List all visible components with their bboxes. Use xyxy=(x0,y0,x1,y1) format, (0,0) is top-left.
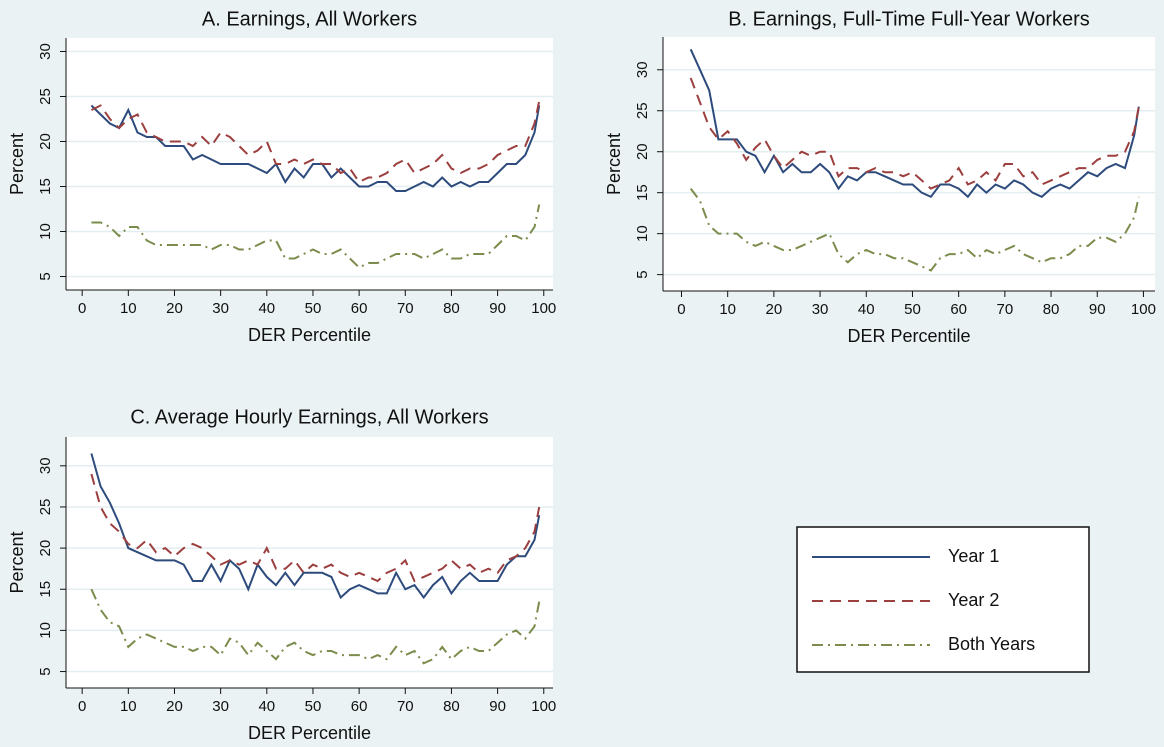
y-tick-label: 20 xyxy=(37,133,54,150)
y-axis-label: Percent xyxy=(7,133,27,195)
x-axis-label: DER Percentile xyxy=(248,325,371,345)
chart-title: C. Average Hourly Earnings, All Workers xyxy=(130,406,488,428)
x-tick-label: 20 xyxy=(766,301,783,318)
legend-label: Year 2 xyxy=(948,590,999,610)
x-tick-label: 90 xyxy=(489,698,506,715)
x-tick-label: 80 xyxy=(443,698,460,715)
x-tick-label: 0 xyxy=(677,301,685,318)
y-tick-label: 15 xyxy=(37,178,54,195)
x-axis-label: DER Percentile xyxy=(248,723,371,743)
series-line xyxy=(91,204,541,269)
series-line xyxy=(90,473,541,583)
legend-label: Year 1 xyxy=(948,546,999,566)
x-tick-label: 60 xyxy=(351,300,368,317)
plot-area xyxy=(66,38,553,290)
x-tick-label: 20 xyxy=(166,698,183,715)
plot-area xyxy=(663,37,1155,291)
x-tick-label: 50 xyxy=(305,698,322,715)
series-line xyxy=(90,100,541,184)
x-tick-label: 50 xyxy=(305,300,322,317)
chart-title: B. Earnings, Full-Time Full-Year Workers xyxy=(728,8,1090,30)
x-tick-label: 20 xyxy=(166,300,183,317)
y-tick-label: 10 xyxy=(37,622,54,639)
x-tick-label: 10 xyxy=(120,698,137,715)
chart-title: A. Earnings, All Workers xyxy=(202,8,417,30)
x-tick-label: 0 xyxy=(78,698,86,715)
x-tick-label: 30 xyxy=(212,698,229,715)
series-line xyxy=(90,453,541,600)
x-tick-label: 10 xyxy=(719,301,736,318)
x-tick-label: 30 xyxy=(212,300,229,317)
y-tick-label: 25 xyxy=(634,102,651,119)
y-tick-label: 25 xyxy=(37,88,54,105)
x-tick-label: 50 xyxy=(904,301,921,318)
x-tick-label: 10 xyxy=(120,300,137,317)
x-tick-label: 100 xyxy=(1131,301,1156,318)
x-tick-label: 90 xyxy=(1089,301,1106,318)
y-tick-label: 15 xyxy=(634,184,651,201)
y-tick-label: 5 xyxy=(634,270,651,278)
y-tick-label: 30 xyxy=(37,43,54,60)
y-tick-label: 10 xyxy=(37,223,54,240)
x-tick-label: 0 xyxy=(78,300,86,317)
x-tick-label: 100 xyxy=(531,698,556,715)
x-tick-label: 40 xyxy=(258,698,275,715)
plot-area xyxy=(66,437,553,688)
x-tick-label: 60 xyxy=(351,698,368,715)
y-tick-label: 30 xyxy=(37,457,54,474)
series-line xyxy=(689,48,1140,199)
y-tick-label: 30 xyxy=(634,61,651,78)
x-tick-label: 80 xyxy=(1043,301,1060,318)
x-tick-label: 70 xyxy=(397,300,414,317)
series-line xyxy=(90,588,541,665)
x-tick-label: 30 xyxy=(812,301,829,318)
x-axis-label: DER Percentile xyxy=(847,326,970,346)
x-tick-label: 70 xyxy=(997,301,1014,318)
y-tick-label: 5 xyxy=(37,272,54,280)
legend-label: Both Years xyxy=(948,634,1035,654)
series-line xyxy=(90,104,541,192)
y-tick-label: 20 xyxy=(37,540,54,557)
x-tick-label: 60 xyxy=(950,301,967,318)
y-tick-label: 15 xyxy=(37,581,54,598)
x-tick-label: 100 xyxy=(531,300,556,317)
y-axis-label: Percent xyxy=(7,531,27,593)
legend-box xyxy=(796,526,1090,673)
x-tick-label: 40 xyxy=(858,301,875,318)
y-axis-label: Percent xyxy=(604,133,624,195)
x-tick-label: 80 xyxy=(443,300,460,317)
x-tick-label: 90 xyxy=(489,300,506,317)
x-tick-label: 40 xyxy=(258,300,275,317)
series-line xyxy=(689,77,1140,190)
y-tick-label: 10 xyxy=(634,225,651,242)
y-tick-label: 25 xyxy=(37,499,54,516)
y-tick-label: 5 xyxy=(37,667,54,675)
x-tick-label: 70 xyxy=(397,698,414,715)
series-line xyxy=(689,187,1140,272)
y-tick-label: 20 xyxy=(634,143,651,160)
